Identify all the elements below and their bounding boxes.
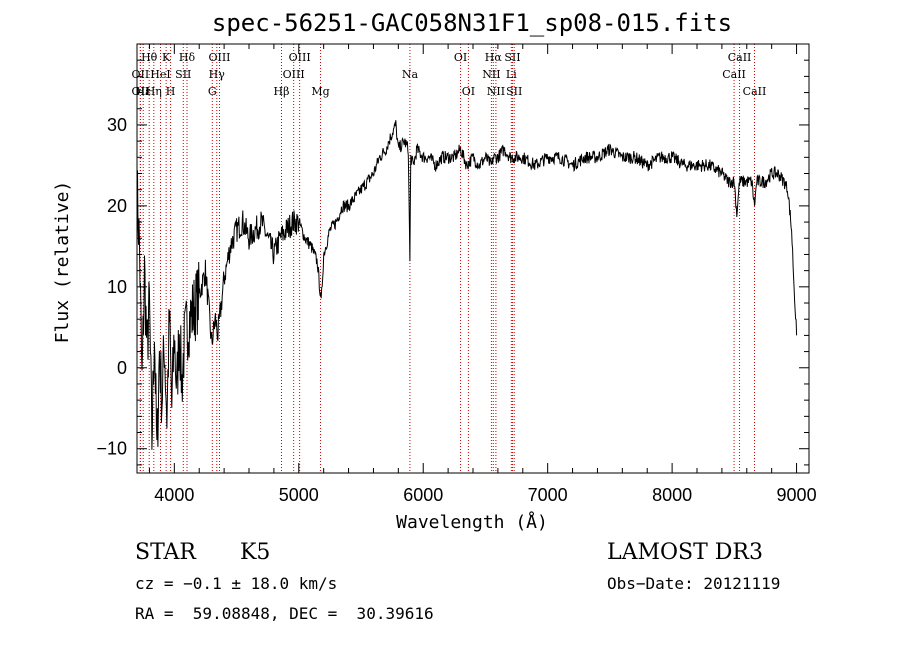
observation-date: Obs−Date: 20121119 (607, 574, 781, 593)
x-tick-label: 8000 (652, 485, 692, 505)
spectral-line-label: Hα (485, 51, 503, 64)
y-axis-ticks: −10 0 10 20 30 (96, 59, 809, 466)
spectral-line-label: OIII (283, 68, 305, 81)
spectrum-line (136, 120, 798, 450)
spectral-line-label: OIII (289, 51, 311, 64)
spectral-line-label: H (166, 85, 176, 98)
spectral-line-label: Na (402, 68, 419, 81)
x-tick-label: 7000 (528, 485, 568, 505)
spectral-line-label: SII (175, 68, 191, 81)
spectral-line-label: OI (462, 85, 475, 98)
spectral-line-label: NII (487, 85, 505, 98)
spectral-line-label: OIII (208, 51, 230, 64)
x-tick-label: 5000 (279, 485, 319, 505)
spectral-line-label: OI (454, 51, 467, 64)
plot-frame (136, 43, 810, 474)
x-tick-label: 6000 (403, 485, 443, 505)
object-class: STAR (135, 540, 196, 565)
spectral-line-label: CaII (728, 51, 752, 64)
spectral-line-label: CaII (743, 85, 767, 98)
spectral-line-markers (139, 44, 755, 473)
spectral-line-label: Mg (311, 85, 329, 98)
x-tick-label: 9000 (777, 485, 817, 505)
spectral-line-label: Hδ (179, 51, 196, 64)
spectral-line-label: SII (504, 51, 520, 64)
spectral-line-label: G (208, 85, 217, 98)
spectral-line-label: Hη (146, 85, 162, 98)
spectrum-chart: spec-56251-GAC058N31F1_sp08-015.fits Hθ O… (52, 9, 817, 533)
x-axis-label: Wavelength (Å) (396, 511, 548, 533)
spectral-line-label: Li (506, 68, 517, 81)
spectral-line-label: Hε (136, 85, 152, 98)
y-tick-label: 0 (117, 358, 127, 378)
spectral-line-label: CaII (722, 68, 746, 81)
y-tick-label: −10 (96, 439, 127, 459)
y-tick-label: 20 (107, 196, 127, 216)
spectral-line-label: Hθ (141, 51, 158, 64)
object-subclass: K5 (240, 540, 271, 565)
redshift-velocity: cz = −0.1 ± 18.0 km/s (135, 574, 338, 593)
spectral-line-label: Hγ (209, 68, 226, 81)
survey-name: LAMOST DR3 (607, 540, 763, 565)
spectral-line-label: SII (506, 85, 522, 98)
spectral-line-label: NII (482, 68, 500, 81)
spectral-line-label: K (162, 51, 171, 64)
coordinates: RA = 59.08848, DEC = 30.39616 (135, 604, 434, 623)
spectral-line-label: HeI (150, 68, 170, 81)
spectral-line-label: Hβ (274, 85, 290, 98)
y-tick-label: 30 (107, 115, 127, 135)
spectral-line-label: OII (132, 85, 150, 98)
chart-title: spec-56251-GAC058N31F1_sp08-015.fits (212, 9, 732, 37)
y-tick-label: 10 (107, 277, 127, 297)
spectral-line-label: OII (132, 68, 150, 81)
x-tick-label: 4000 (154, 485, 194, 505)
x-axis-ticks: 4000 5000 6000 7000 8000 9000 (148, 44, 817, 505)
y-axis-label: Flux (relative) (52, 181, 73, 344)
